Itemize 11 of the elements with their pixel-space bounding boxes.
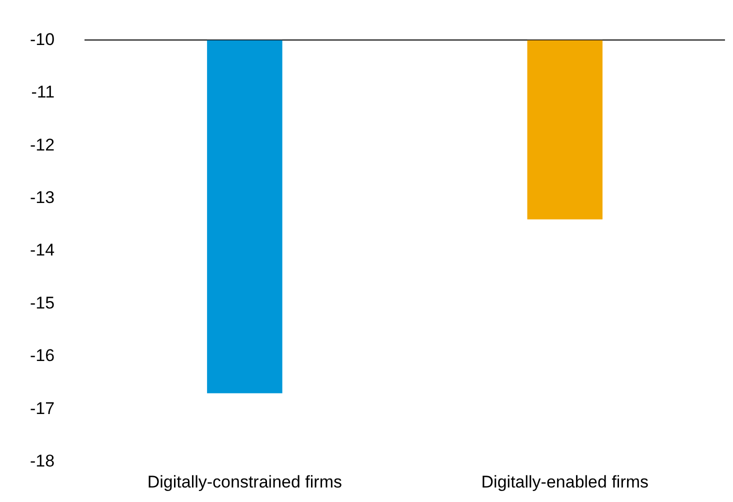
y-tick-label: -15 <box>30 293 55 312</box>
y-tick-label: -16 <box>30 346 55 366</box>
y-tick-label: -18 <box>30 451 55 470</box>
y-tick-label: -12 <box>30 135 55 154</box>
x-tick-label: Digitally-enabled firms <box>481 472 649 492</box>
y-tick-label: -17 <box>30 398 55 418</box>
y-tick-label: -13 <box>30 188 55 207</box>
y-tick-label: -14 <box>30 240 55 260</box>
y-tick-label: -11 <box>31 82 55 102</box>
y-tick-label: -10 <box>30 30 55 49</box>
x-tick-label: Digitally-constrained firms <box>147 472 342 492</box>
